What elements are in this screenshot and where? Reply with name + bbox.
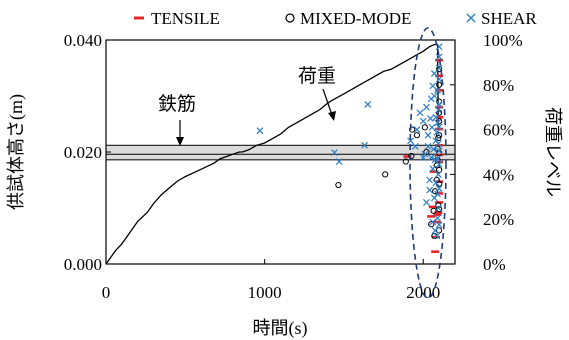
y-right-tick-label: 80%: [483, 76, 514, 95]
axis-ticks-layer: 0 1000 2000 0.000 0.020 0.040 0% 20% 40% 60% 80% 10…: [64, 31, 523, 302]
point-mixed-mode: [413, 132, 421, 139]
y-left-axis-title: 供試体高さ(m): [6, 94, 27, 210]
point-mixed-mode: [436, 66, 443, 73]
point-shear: [430, 70, 438, 78]
point-shear: [413, 126, 421, 134]
annotation-rebar: 鉄筋: [158, 93, 196, 115]
y-left-tick-label: 0.000: [64, 255, 102, 274]
legend-mixed-marker: [285, 13, 295, 23]
annotation-load-arrow-line: [322, 88, 333, 116]
cluster-highlight-ellipse: [409, 27, 447, 299]
point-shear: [433, 232, 441, 240]
point-shear: [434, 140, 442, 148]
scatter-points-layer: [256, 43, 444, 253]
point-mixed-mode: [421, 124, 428, 131]
x-tick-label: 0: [102, 283, 111, 302]
y-right-tick-label: 60%: [483, 121, 514, 140]
point-mixed-mode: [432, 188, 439, 195]
point-shear: [427, 154, 435, 162]
point-shear: [421, 150, 429, 158]
point-shear: [434, 204, 442, 212]
point-shear: [434, 190, 441, 198]
point-shear: [364, 100, 372, 108]
point-shear: [435, 221, 443, 229]
point-shear: [434, 119, 441, 127]
legend: TENSILE MIXED-MODE SHEAR: [134, 9, 537, 28]
point-shear: [361, 141, 369, 149]
point-mixed-mode: [408, 152, 415, 160]
legend-tensile-label: TENSILE: [151, 9, 220, 28]
point-shear: [435, 53, 443, 61]
y-right-axis-title: 荷重レベル: [543, 107, 563, 197]
point-shear: [335, 158, 343, 165]
point-shear: [434, 214, 441, 222]
point-shear: [416, 109, 424, 117]
point-mixed-mode: [428, 221, 435, 228]
annotation-load: 荷重: [298, 65, 336, 87]
point-shear: [434, 155, 441, 163]
legend-shear-label: SHEAR: [481, 9, 537, 28]
point-shear: [331, 149, 338, 156]
point-shear: [435, 100, 443, 108]
point-mixed-mode: [402, 158, 409, 165]
x-axis-title: 時間(s): [253, 318, 308, 339]
rebar-band: [105, 144, 456, 161]
point-shear: [424, 131, 432, 139]
point-mixed-mode: [335, 181, 342, 189]
point-mixed-mode: [435, 134, 442, 142]
point-shear: [430, 145, 438, 153]
load-curve-layer: [105, 43, 440, 265]
point-mixed-mode: [436, 81, 443, 88]
point-shear: [424, 142, 432, 150]
y-right-tick-label: 40%: [483, 165, 514, 184]
load-curve-line: [105, 43, 440, 265]
point-shear: [435, 123, 443, 131]
point-shear: [432, 179, 440, 187]
legend-shear-marker: [466, 13, 476, 23]
point-shear: [429, 165, 437, 173]
point-shear: [256, 127, 264, 135]
point-shear: [434, 106, 442, 114]
y-left-tick-label: 0.040: [64, 31, 102, 50]
annotation-rebar-arrow-head: [176, 137, 184, 146]
point-shear: [423, 103, 430, 111]
point-shear: [432, 113, 440, 121]
point-shear: [423, 198, 430, 206]
point-mixed-mode: [409, 126, 416, 133]
y-left-tick-label: 0.020: [64, 143, 102, 162]
point-shear: [435, 75, 443, 83]
point-shear: [431, 226, 439, 234]
x-tick-label: 1000: [248, 283, 282, 302]
point-shear: [435, 160, 443, 168]
point-shear: [430, 92, 438, 100]
point-mixed-mode: [436, 132, 443, 139]
legend-mixed-label: MIXED-MODE: [300, 9, 411, 28]
point-shear: [411, 142, 419, 150]
point-shear: [434, 86, 441, 94]
y-right-tick-label: 20%: [483, 210, 514, 229]
point-mixed-mode: [436, 166, 443, 174]
point-shear: [426, 176, 434, 184]
point-shear: [426, 114, 434, 122]
point-shear: [419, 154, 427, 162]
point-shear: [435, 147, 443, 155]
y-right-tick-label: 0%: [483, 255, 506, 274]
point-shear: [435, 184, 443, 192]
x-tick-label: 2000: [406, 283, 440, 302]
point-shear: [426, 186, 434, 194]
rebar-band-layer: [105, 144, 456, 161]
point-shear: [419, 117, 427, 125]
annotation-load-arrow-head: [328, 111, 336, 121]
point-shear: [433, 128, 441, 136]
y-right-tick-label: 100%: [483, 31, 523, 50]
point-mixed-mode: [382, 171, 389, 178]
point-shear: [434, 170, 442, 178]
point-mixed-mode: [423, 148, 430, 156]
point-shear: [407, 137, 415, 145]
